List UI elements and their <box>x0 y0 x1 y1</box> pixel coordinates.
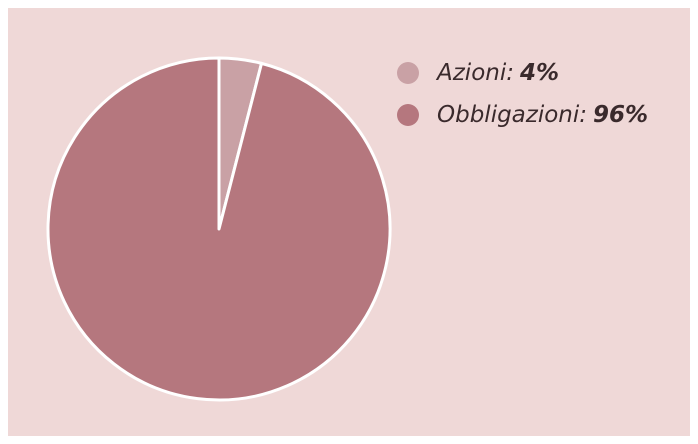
pie-slice <box>46 56 392 402</box>
legend-marker <box>397 62 419 84</box>
legend-value: 4% <box>519 60 559 86</box>
legend-value: 96% <box>593 102 648 128</box>
legend-name: Azioni: <box>435 60 514 86</box>
legend-label: Obbligazioni: 96% <box>437 102 648 128</box>
legend-label: Azioni: 4% <box>435 60 559 86</box>
legend: Azioni: 4% Obbligazioni: 96% <box>397 60 648 128</box>
legend-marker <box>397 104 419 126</box>
pie <box>46 56 392 402</box>
legend-name: Obbligazioni: <box>437 102 587 128</box>
